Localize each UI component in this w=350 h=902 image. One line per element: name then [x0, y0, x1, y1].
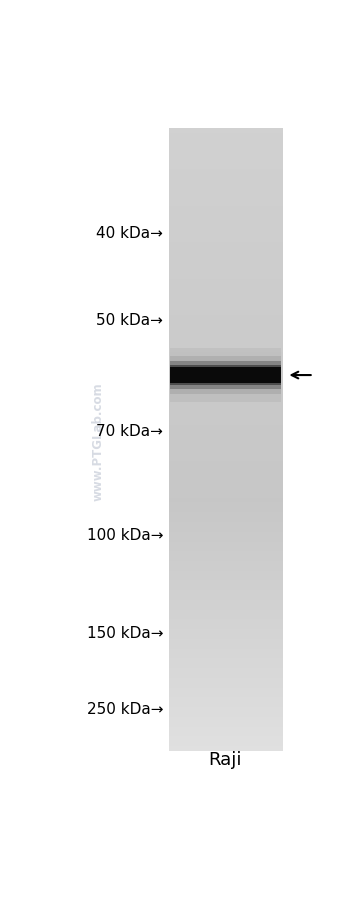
- Text: 70 kDa→: 70 kDa→: [96, 424, 163, 438]
- Text: 50 kDa→: 50 kDa→: [96, 313, 163, 327]
- Bar: [170, 349, 281, 402]
- Text: 40 kDa→: 40 kDa→: [96, 226, 163, 241]
- Text: 250 kDa→: 250 kDa→: [86, 702, 163, 716]
- Text: Raji: Raji: [209, 750, 242, 769]
- Text: www.PTGLab.com: www.PTGLab.com: [91, 382, 105, 501]
- Text: 100 kDa→: 100 kDa→: [86, 528, 163, 543]
- Bar: [170, 362, 281, 390]
- Bar: [170, 368, 281, 383]
- Bar: [170, 365, 281, 385]
- Bar: [170, 356, 281, 395]
- Text: 150 kDa→: 150 kDa→: [86, 625, 163, 640]
